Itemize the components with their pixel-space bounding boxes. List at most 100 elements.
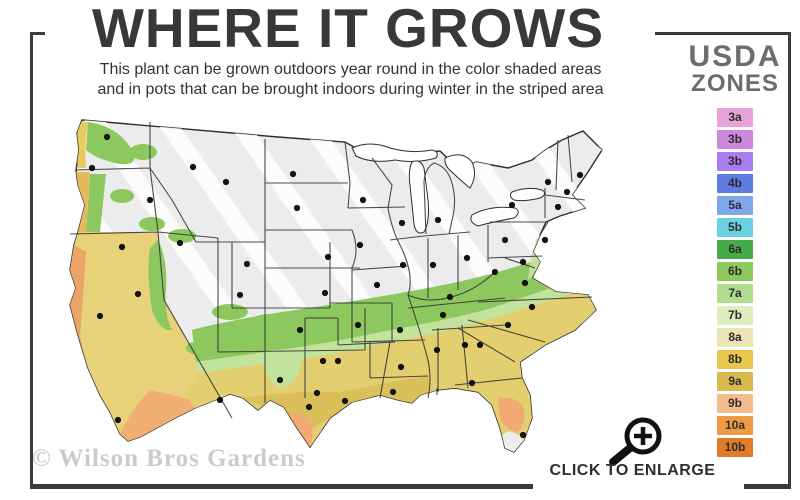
city-dot	[434, 216, 442, 224]
city-dot	[429, 261, 437, 269]
city-dot	[88, 164, 96, 172]
legend-zone-10b: 10b	[717, 438, 753, 457]
city-dot	[293, 204, 301, 212]
legend-zone-8a: 8a	[717, 328, 753, 347]
city-dot	[189, 163, 197, 171]
city-dot	[373, 281, 381, 289]
city-dot	[236, 291, 244, 299]
zone-region-socal-orange	[120, 390, 232, 441]
city-dot	[146, 196, 154, 204]
city-dot	[356, 241, 364, 249]
city-dot	[176, 239, 184, 247]
zone-region-california-coast-orange	[70, 245, 128, 441]
city-dot	[476, 341, 484, 349]
legend-zone-9b: 9b	[717, 394, 753, 413]
city-dot	[334, 357, 342, 365]
legend-zone-list: 3a 3b 3b 4b 5a 5b 6a 6b 7a 7b 8a 8b 9a 9b 10a 10b	[674, 108, 796, 457]
city-dot	[508, 201, 516, 209]
city-dot	[216, 396, 224, 404]
city-dot	[576, 171, 584, 179]
legend-zone-7b: 7b	[717, 306, 753, 325]
zone-region-or-coast-green	[86, 174, 106, 232]
city-dot	[554, 203, 562, 211]
frame-bottom-left	[30, 484, 533, 489]
city-dot	[398, 219, 406, 227]
city-dots	[88, 133, 584, 439]
legend-zone-9a: 9a	[717, 372, 753, 391]
frame-top-right	[655, 32, 791, 35]
city-dot	[544, 178, 552, 186]
great-lakes	[351, 143, 546, 234]
city-dot	[134, 290, 142, 298]
city-dot	[389, 388, 397, 396]
city-dot	[563, 188, 571, 196]
city-dot	[103, 133, 111, 141]
zone-region-florida-orange	[498, 397, 525, 432]
legend-zone-3b: 3b	[717, 130, 753, 149]
frame-right	[788, 32, 791, 488]
legend-title-usda: USDA	[688, 40, 782, 73]
city-dot	[521, 279, 529, 287]
usda-zones-legend: USDA ZONES 3a 3b 3b 4b 5a 5b 6a 6b 7a 7b 8a 8b 9a 9b 1…	[674, 42, 796, 460]
city-dot	[399, 261, 407, 269]
frame-top-left	[30, 32, 45, 35]
city-dot	[114, 416, 122, 424]
city-dot	[519, 258, 527, 266]
legend-zone-6a: 6a	[717, 240, 753, 259]
city-dot	[463, 254, 471, 262]
city-dot	[222, 178, 230, 186]
click-to-enlarge-label[interactable]: CLICK TO ENLARGE	[549, 462, 716, 479]
legend-zone-7a: 7a	[717, 284, 753, 303]
legend-zone-3b: 3b	[717, 152, 753, 171]
legend-zone-4b: 4b	[717, 174, 753, 193]
magnifier-handle	[609, 444, 634, 466]
city-dot	[354, 321, 362, 329]
subtitle-line2: and in pots that can be brought indoors …	[97, 81, 604, 98]
city-dot	[504, 321, 512, 329]
city-dot	[541, 236, 549, 244]
city-dot	[439, 311, 447, 319]
subtitle-line1: This plant can be grown outdoors year ro…	[99, 61, 602, 78]
city-dot	[305, 403, 313, 411]
city-dot	[491, 268, 499, 276]
legend-zone-10a: 10a	[717, 416, 753, 435]
city-dot	[397, 363, 405, 371]
city-dot	[359, 196, 367, 204]
legend-zone-5a: 5a	[717, 196, 753, 215]
city-dot	[321, 289, 329, 297]
legend-zone-6b: 6b	[717, 262, 753, 281]
city-dot	[468, 379, 476, 387]
lake-erie	[470, 206, 519, 227]
legend-zone-3a: 3a	[717, 108, 753, 127]
city-dot	[313, 389, 321, 397]
city-dot	[324, 253, 332, 261]
city-dot	[296, 326, 304, 334]
city-dot	[319, 357, 327, 365]
lake-huron	[444, 154, 476, 189]
magnifier-icon[interactable]	[600, 406, 670, 468]
legend-zone-8b: 8b	[717, 350, 753, 369]
city-dot	[528, 303, 536, 311]
watermark: © Wilson Bros Gardens	[32, 445, 306, 472]
city-dot	[289, 170, 297, 178]
city-dot	[446, 293, 454, 301]
page-title: WHERE IT GROWS	[91, 0, 605, 59]
state-borders	[69, 122, 593, 419]
frame-bottom-right	[744, 484, 791, 489]
frame-left	[30, 32, 33, 488]
city-dot	[341, 397, 349, 405]
magnifier-lens	[624, 417, 662, 455]
city-dot	[461, 341, 469, 349]
city-dot	[118, 243, 126, 251]
zone-region-south-texas-orange	[288, 412, 313, 447]
lake-ontario	[509, 187, 546, 202]
city-dot	[519, 431, 527, 439]
lake-michigan	[408, 160, 429, 234]
city-dot	[243, 260, 251, 268]
us-zone-map[interactable]	[55, 110, 670, 478]
city-dot	[501, 236, 509, 244]
legend-title-zones: ZONES	[691, 70, 779, 97]
city-dot	[433, 346, 441, 354]
city-dot	[276, 376, 284, 384]
